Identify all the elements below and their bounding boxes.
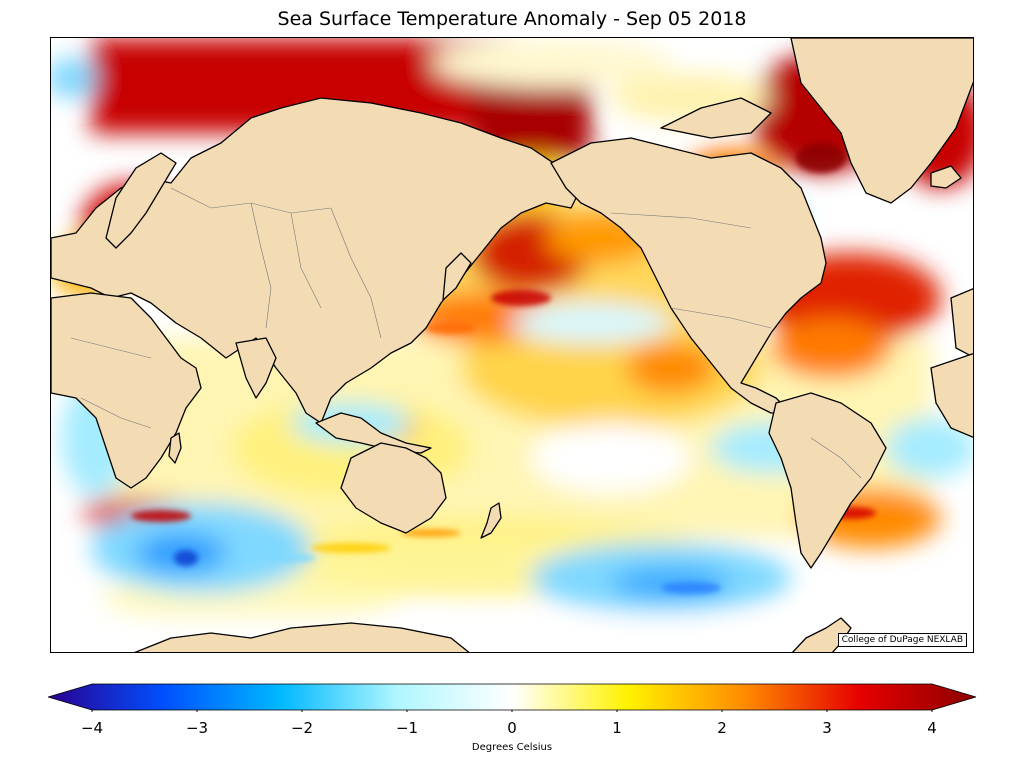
europe-east-landmass — [950, 288, 973, 358]
colorbar-tick-label: 0 — [507, 719, 517, 737]
japan-landmass — [442, 252, 472, 301]
south-america-landmass — [768, 392, 887, 569]
africa-west-edge — [930, 352, 973, 438]
colorbar-tick-label: −1 — [395, 719, 419, 737]
arctic-islands — [660, 97, 772, 139]
antarctic-peninsula — [791, 617, 852, 652]
antarctica-landmass — [134, 622, 470, 652]
country-borders — [70, 187, 862, 479]
australia-landmass — [340, 442, 447, 534]
colorbar-tick-label: 4 — [927, 719, 937, 737]
credit-label: College of DuPage NEXLAB — [837, 633, 967, 647]
land-masses — [51, 38, 973, 652]
colorbar-tick-label: −3 — [185, 719, 209, 737]
colorbar-tick-label: −2 — [290, 719, 314, 737]
india-landmass — [235, 337, 277, 399]
sst-anomaly-map — [51, 38, 973, 652]
map-panel[interactable]: College of DuPage NEXLAB — [50, 37, 974, 653]
colorbar-gradient — [48, 683, 976, 711]
colorbar — [48, 683, 976, 712]
indonesia-landmass — [315, 412, 432, 454]
north-america-landmass — [550, 137, 827, 414]
colorbar-tick-label: 3 — [822, 719, 832, 737]
colorbar-ticks — [91, 710, 933, 712]
colorbar-tick-label: 1 — [612, 719, 622, 737]
map-title: Sea Surface Temperature Anomaly - Sep 05… — [277, 8, 747, 30]
africa-landmass — [51, 292, 202, 489]
madagascar-landmass — [168, 432, 182, 464]
colorbar-tick-label: 2 — [717, 719, 727, 737]
colorbar-tick-label: −4 — [80, 719, 104, 737]
anomaly-streaks — [131, 143, 876, 594]
colorbar-label: Degrees Celsius — [471, 742, 553, 753]
new-zealand-landmass — [480, 502, 502, 539]
scandinavia-landmass — [105, 152, 177, 249]
iceland-landmass — [930, 165, 962, 189]
greenland-landmass — [790, 38, 973, 204]
